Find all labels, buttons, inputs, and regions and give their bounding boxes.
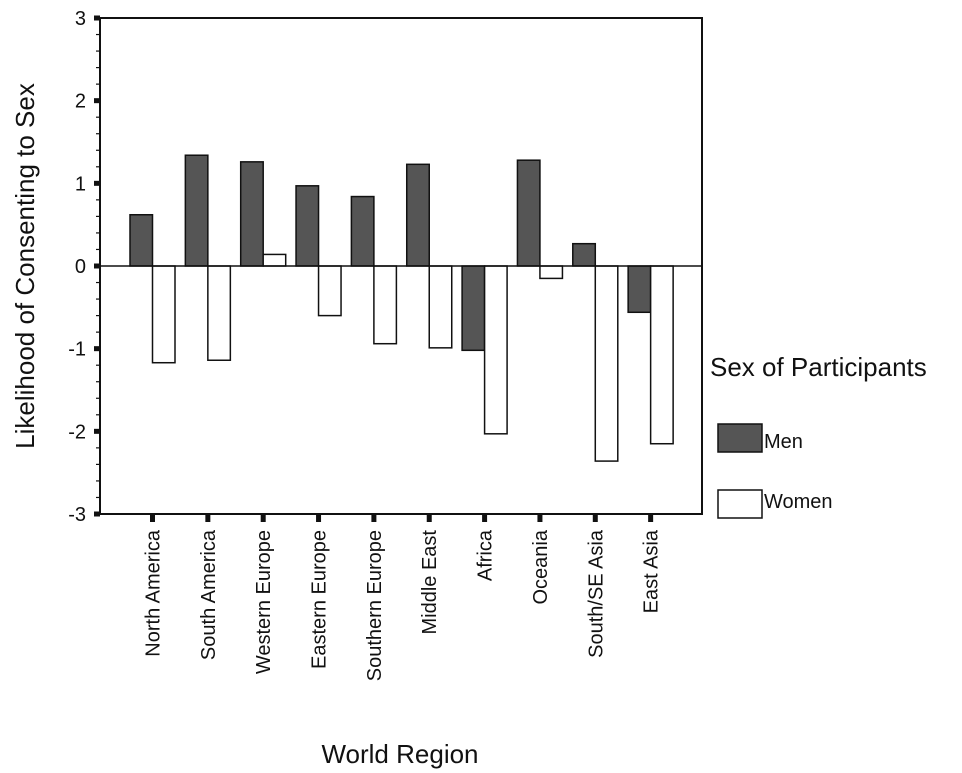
x-tick-label: Eastern Europe	[309, 530, 331, 669]
bar-men-2	[239, 161, 264, 267]
y-major-tick	[94, 428, 100, 434]
bar-women-0	[151, 265, 176, 364]
x-tick-label: East Asia	[641, 529, 663, 613]
x-tick-label: Middle East	[419, 530, 441, 635]
y-major-tick	[94, 346, 100, 352]
bar-women-3	[317, 265, 342, 317]
y-major-tick	[94, 263, 100, 269]
bar-men-3	[295, 185, 320, 267]
x-tick	[426, 514, 432, 522]
y-major-tick	[94, 98, 100, 104]
y-axis-tick-labels: 3 2 1 0 -1 -2 -3	[68, 8, 86, 526]
x-tick	[316, 514, 322, 522]
y-tick-label: -2	[68, 421, 86, 443]
y-tick-label: -1	[68, 339, 86, 361]
bar-women-4	[373, 265, 398, 345]
y-tick-label: 1	[75, 173, 86, 195]
bar-men-8	[572, 242, 597, 267]
x-tick	[371, 514, 377, 522]
y-axis-major-ticks	[94, 15, 100, 517]
x-tick-label: South/SE Asia	[585, 529, 607, 658]
x-tick-label: North America	[143, 529, 165, 657]
bar-women-7	[539, 265, 564, 280]
bars	[129, 154, 674, 462]
y-tick-label: -3	[68, 504, 86, 526]
legend-title: Sex of Participants	[710, 352, 927, 382]
legend-label-women: Women	[764, 491, 833, 513]
y-major-tick	[94, 15, 100, 21]
legend: Sex of Participants Men Women	[710, 352, 927, 519]
x-tick	[648, 514, 654, 522]
x-tick-label: Oceania	[530, 529, 552, 604]
x-tick	[205, 514, 211, 522]
bar-women-5	[428, 265, 453, 349]
y-major-tick	[94, 511, 100, 517]
x-axis-title: World Region	[321, 739, 478, 769]
x-axis-tick-labels: North America South America Western Europe…	[143, 529, 663, 681]
y-tick-label: 2	[75, 91, 86, 113]
y-tick-label: 0	[75, 256, 86, 278]
bar-women-9	[649, 265, 674, 445]
y-tick-label: 3	[75, 8, 86, 30]
x-tick	[482, 514, 488, 522]
x-tick-label: Africa	[475, 529, 497, 581]
legend-label-men: Men	[764, 431, 803, 453]
bar-men-6	[461, 265, 486, 352]
y-major-tick	[94, 180, 100, 186]
bar-men-0	[129, 213, 154, 267]
bar-men-7	[516, 159, 541, 267]
bar-women-6	[483, 265, 508, 435]
bar-women-2	[262, 253, 287, 267]
x-tick-label: Western Europe	[253, 530, 275, 674]
bar-men-1	[184, 154, 209, 267]
x-tick	[537, 514, 543, 522]
x-tick-label: Southern Europe	[364, 530, 386, 681]
x-tick	[150, 514, 155, 522]
y-axis-title: Likelihood of Consenting to Sex	[10, 83, 40, 449]
legend-swatch-men	[717, 423, 763, 453]
x-axis-ticks	[150, 514, 654, 522]
bar-men-4	[350, 195, 375, 267]
bar-women-8	[594, 265, 619, 462]
legend-swatch-women	[717, 489, 763, 519]
x-tick	[260, 514, 266, 522]
x-tick-label: South America	[198, 529, 220, 660]
bar-men-9	[627, 265, 652, 314]
bar-men-5	[405, 163, 430, 267]
x-tick	[592, 514, 598, 522]
bar-women-1	[207, 265, 232, 361]
